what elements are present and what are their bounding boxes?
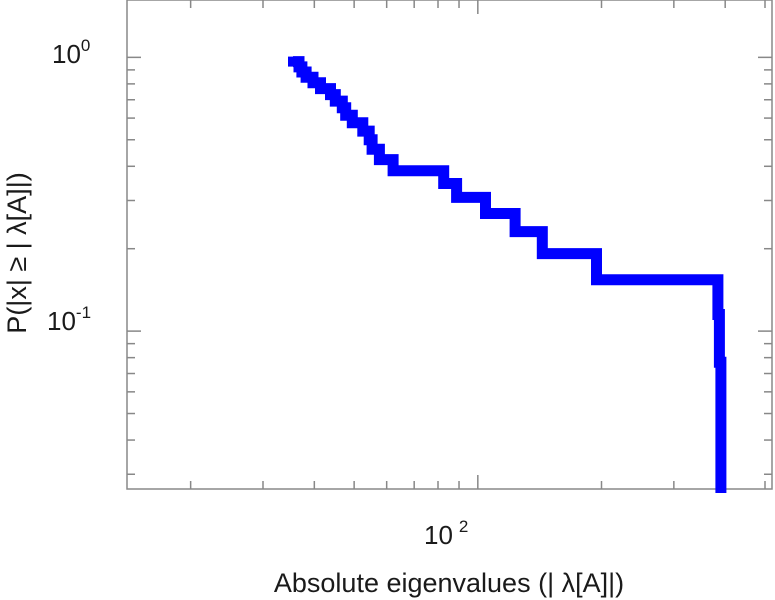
x-tick-label-100: 10 2: [424, 517, 468, 550]
data-point: [301, 72, 312, 83]
data-point: [296, 67, 307, 77]
data-point: [510, 226, 521, 237]
data-point: [591, 274, 602, 285]
data-point: [325, 89, 336, 100]
data-point: [315, 83, 326, 94]
data-point: [337, 102, 348, 113]
series-layer: [288, 56, 727, 493]
y-tick-label-0p1: 10-1: [47, 303, 91, 336]
data-point: [308, 77, 318, 88]
plot-area: [126, 0, 773, 490]
y-tick-label-1: 100: [52, 36, 90, 69]
data-point: [330, 96, 341, 107]
data-point: [340, 110, 351, 121]
data-point: [537, 248, 548, 259]
data-point: [294, 61, 304, 72]
data-point: [288, 56, 298, 67]
data-point: [480, 208, 491, 219]
y-axis-label: P(|x| ≥ | λ[A]|): [2, 172, 32, 333]
data-point: [347, 117, 358, 128]
data-point: [712, 309, 723, 320]
data-point: [715, 469, 726, 480]
data-point: [438, 178, 449, 189]
data-point: [357, 126, 368, 137]
data-point: [714, 357, 725, 368]
data-point: [367, 144, 378, 155]
data-point: [374, 154, 385, 165]
data-point: [451, 192, 462, 203]
data-point: [388, 165, 399, 176]
data-point: [364, 134, 375, 145]
x-axis-label: Absolute eigenvalues (| λ[A]|): [274, 568, 624, 598]
